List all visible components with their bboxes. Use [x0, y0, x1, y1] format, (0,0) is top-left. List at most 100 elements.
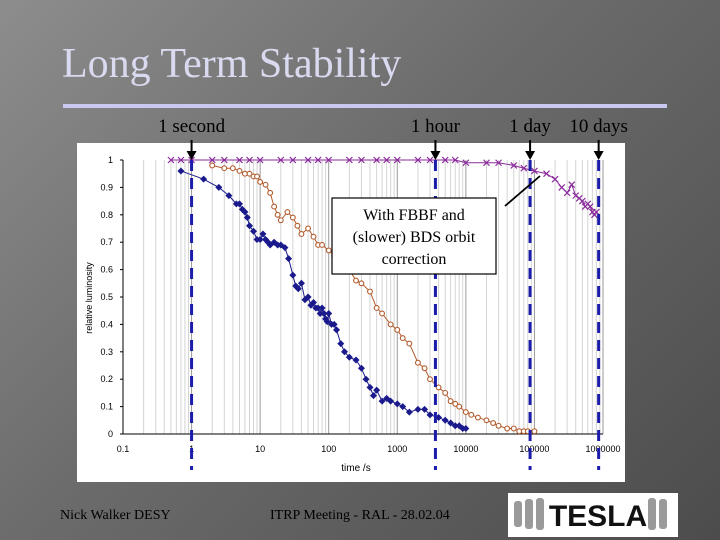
annotation-text: correction — [382, 251, 447, 268]
annotation-text: With FBBF and — [363, 207, 465, 224]
data-point-circle — [399, 335, 406, 342]
slide-title: Long Term Stability — [62, 41, 402, 87]
data-point-circle — [221, 165, 228, 172]
data-point-diamond — [345, 353, 353, 361]
data-point-x — [483, 159, 490, 167]
annotation-pointer — [504, 175, 541, 207]
data-point-diamond — [366, 383, 374, 391]
marker-arrow-head — [593, 151, 604, 160]
data-point-circle — [462, 409, 469, 416]
data-point-circle — [229, 165, 236, 172]
data-point-x — [325, 156, 333, 164]
data-point-x — [563, 189, 571, 197]
data-point-x — [236, 156, 243, 164]
y-tick-label: 0.2 — [100, 374, 113, 384]
data-point-circle — [267, 189, 274, 196]
data-point-diamond — [243, 214, 251, 222]
data-point-x — [510, 162, 518, 169]
data-point-circle — [310, 233, 317, 240]
y-tick-label: 0.1 — [100, 402, 113, 412]
data-point-diamond — [316, 309, 324, 317]
data-point-diamond — [362, 375, 370, 383]
y-tick-label: 0.4 — [100, 319, 113, 329]
data-point-circle — [367, 288, 373, 295]
data-point-diamond — [378, 397, 386, 405]
y-tick-label: 0.6 — [100, 265, 113, 275]
data-point-x — [414, 156, 422, 164]
data-point-diamond — [215, 183, 223, 191]
data-point-circle — [254, 173, 260, 180]
title-underline — [63, 104, 667, 108]
data-point-circle — [531, 428, 538, 435]
data-point-diamond — [177, 167, 185, 175]
data-point-diamond — [421, 405, 429, 413]
data-point-diamond — [333, 326, 341, 334]
data-point-diamond — [281, 244, 289, 252]
y-tick-label: 0.5 — [100, 292, 113, 302]
data-point-circle — [325, 247, 332, 254]
data-point-diamond — [393, 400, 401, 408]
data-point-diamond — [373, 386, 381, 394]
data-point-diamond — [330, 320, 338, 328]
data-point-x — [558, 183, 566, 191]
data-point-diamond — [310, 298, 318, 306]
data-point-x — [345, 156, 353, 164]
data-point-diamond — [297, 279, 305, 287]
data-point-diamond — [236, 200, 244, 208]
data-point-diamond — [370, 392, 378, 400]
data-point-circle — [209, 162, 216, 169]
data-point-diamond — [323, 318, 331, 326]
y-axis-label: relative luminosity — [84, 262, 94, 334]
data-point-diamond — [259, 230, 267, 238]
time-marker-label: 1 hour — [410, 116, 460, 137]
data-point-circle — [387, 321, 394, 328]
data-point-circle — [373, 305, 380, 311]
data-point-x — [246, 156, 253, 164]
data-point-circle — [284, 209, 291, 216]
data-point-x — [277, 156, 285, 164]
x-tick-label: 100000 — [519, 444, 549, 454]
data-point-diamond — [337, 340, 345, 348]
data-point-circle — [435, 384, 442, 391]
data-point-circle — [358, 280, 365, 287]
data-point-circle — [262, 181, 269, 188]
x-tick-label: 0.1 — [117, 444, 130, 454]
data-point-diamond — [357, 364, 365, 372]
data-point-circle — [236, 168, 243, 174]
data-point-x — [551, 175, 559, 183]
data-point-x — [304, 156, 312, 164]
plot-area — [77, 143, 625, 482]
data-point-x — [393, 156, 401, 164]
data-point-x — [289, 156, 297, 164]
data-point-circle — [474, 414, 481, 421]
data-point-x — [177, 156, 185, 164]
data-point-circle — [298, 231, 305, 237]
data-point-circle — [427, 376, 433, 383]
data-point-diamond — [289, 271, 297, 279]
data-point-circle — [490, 420, 497, 426]
data-point-circle — [456, 403, 463, 410]
data-point-circle — [353, 277, 359, 284]
x-tick-label: 100 — [321, 444, 336, 454]
data-point-diamond — [352, 356, 360, 364]
data-point-circle — [421, 365, 428, 372]
footer-author: Nick Walker DESY — [60, 508, 171, 523]
data-point-x — [520, 164, 528, 172]
data-point-diamond — [294, 285, 302, 293]
data-point-x — [495, 159, 502, 167]
data-point-x — [220, 156, 228, 164]
time-marker-label: 10 days — [569, 116, 628, 137]
data-point-circle — [294, 222, 301, 229]
data-point-x — [373, 156, 381, 164]
data-point-x — [358, 156, 365, 164]
data-point-circle — [289, 214, 296, 221]
x-tick-label: 1000000 — [585, 444, 620, 454]
marker-arrow-head — [525, 151, 536, 160]
data-point-diamond — [447, 419, 455, 427]
data-point-circle — [414, 359, 421, 366]
data-point-circle — [257, 178, 264, 185]
y-tick-label: 0.7 — [100, 237, 113, 247]
data-point-diamond — [451, 422, 459, 430]
data-point-x — [314, 156, 322, 164]
data-point-circle — [305, 225, 312, 232]
